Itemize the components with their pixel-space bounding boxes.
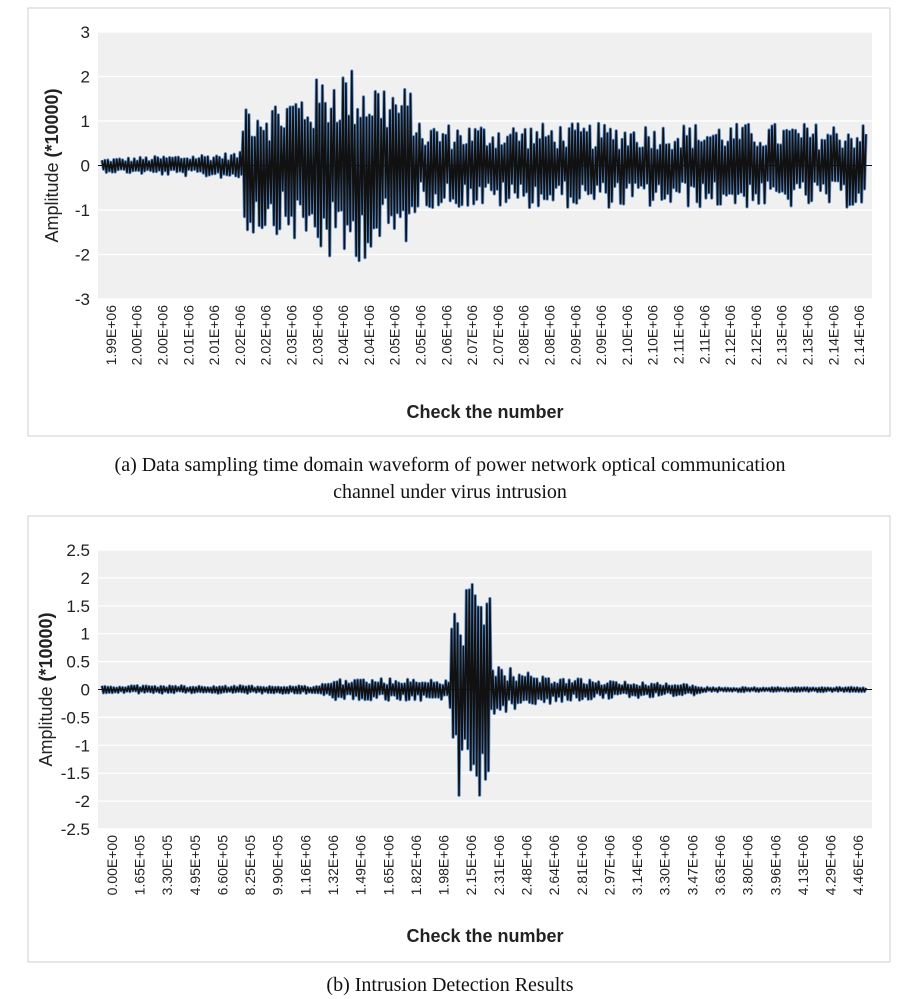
x-tick-label: 1.98E+06: [436, 835, 452, 896]
x-tick-label: 2.10E+06: [619, 305, 635, 366]
x-tick-label: 9.90E+05: [270, 835, 286, 896]
x-tick-label: 2.97E+06: [601, 835, 617, 896]
x-tick-label: 2.64E+06: [546, 835, 562, 896]
y-tick-label: -0.5: [61, 708, 90, 727]
x-tick-label: 2.13E+06: [800, 305, 816, 366]
x-tick-label: 2.07E+06: [490, 305, 506, 366]
x-tick-label: 3.96E+06: [767, 835, 783, 896]
x-tick-label: 3.63E+06: [712, 835, 728, 896]
y-tick-label: 2.5: [66, 541, 90, 560]
x-tick-label: 2.12E+06: [722, 305, 738, 366]
x-tick-label: 1.65E+06: [380, 835, 396, 896]
y-tick-label: 3: [81, 23, 90, 42]
x-tick-label: 2.04E+06: [335, 305, 351, 366]
waveform-series: [101, 70, 867, 262]
chart-panel-b: 2.5 2 1.5 1 0.5 0 -0.5 -1 -1.5 -2 -2.5 0.00E+00 1.65…: [0, 500, 900, 998]
waveform-series: [101, 583, 867, 797]
x-tick-label: 2.03E+06: [309, 305, 325, 366]
x-tick-label: 3.47E+06: [684, 835, 700, 896]
x-tick-label: 3.30E+06: [657, 835, 673, 896]
x-axis-label: Check the number: [406, 926, 563, 946]
chart-border: [27, 515, 891, 963]
y-tick-label: 0: [81, 681, 90, 700]
caption-a-line2: channel under virus intrusion: [333, 481, 567, 503]
x-tick-label: 2.06E+06: [438, 305, 454, 366]
x-tick-label: 2.00E+06: [155, 305, 171, 366]
y-tick-label: 1: [81, 112, 90, 131]
x-tick-label: 3.80E+06: [740, 835, 756, 896]
x-tick-label: 2.01E+06: [180, 305, 196, 366]
y-tick-label: -1: [75, 736, 90, 755]
x-tick-label: 2.07E+06: [464, 305, 480, 366]
y-axis-label: Amplitude (*10000): [42, 88, 62, 242]
x-tick-label: 4.95E+05: [187, 835, 203, 896]
y-tick-label: 1.5: [66, 597, 90, 616]
y-axis-label-main: Amplitude: [36, 682, 56, 767]
x-tick-label: 2.48E+06: [518, 835, 534, 896]
y-tick-label: 2: [81, 68, 90, 87]
x-tick-label: 2.11E+06: [696, 305, 712, 365]
x-tick-label: 2.04E+06: [361, 305, 377, 366]
x-tick-label: 2.09E+06: [593, 305, 609, 366]
x-tick-label: 1.82E+06: [408, 835, 424, 896]
x-tick-label: 2.03E+06: [284, 305, 300, 366]
x-tick-label: 4.46E+06: [850, 835, 866, 896]
caption-b: (b) Intrusion Detection Results: [326, 974, 574, 996]
x-tick-label: 2.00E+06: [129, 305, 145, 366]
x-axis-label: Check the number: [406, 402, 563, 422]
x-tick-label: 1.99E+06: [103, 305, 119, 366]
x-tick-label: 4.29E+06: [823, 835, 839, 896]
x-tick-label: 2.02E+06: [232, 305, 248, 366]
x-tick-label: 1.32E+06: [325, 835, 341, 896]
y-tick-label: -2: [75, 792, 90, 811]
chart-b: 2.5 2 1.5 1 0.5 0 -0.5 -1 -1.5 -2 -2.5 0.00E+00 1.65…: [27, 515, 891, 963]
chart-a: 3 2 1 0 -1 -2 -3 1.99E+06 2.00E+06 2.00E+06 2.01E+…: [27, 7, 891, 437]
x-tick-label: 1.49E+06: [353, 835, 369, 896]
x-tick-label: 1.16E+06: [297, 835, 313, 896]
x-tick-label: 2.08E+06: [516, 305, 532, 366]
y-axis-label: Amplitude (*10000): [36, 612, 56, 766]
x-tick-label: 2.01E+06: [206, 305, 222, 366]
x-tick-label: 2.10E+06: [645, 305, 661, 366]
y-tick-label: -1.5: [61, 764, 90, 783]
x-tick-label: 8.25E+05: [242, 835, 258, 896]
x-tick-label: 2.81E+06: [574, 835, 590, 896]
x-tick-label: 2.11E+06: [671, 305, 687, 365]
y-tick-label: -1: [75, 201, 90, 220]
y-tick-label: 2: [81, 569, 90, 588]
y-axis-label-unit: (*10000): [36, 612, 56, 681]
caption-a-line1: (a) Data sampling time domain waveform o…: [114, 454, 786, 476]
x-tick-label: 2.14E+06: [851, 305, 867, 366]
y-tick-label: -3: [75, 290, 90, 309]
x-tick-label: 2.05E+06: [413, 305, 429, 366]
x-tick-label: 2.13E+06: [774, 305, 790, 366]
y-axis-label-main: Amplitude: [42, 158, 62, 243]
x-tick-label: 2.12E+06: [748, 305, 764, 366]
x-tick-label: 2.15E+06: [463, 835, 479, 896]
x-tick-label: 2.02E+06: [258, 305, 274, 366]
y-tick-label: -2.5: [61, 820, 90, 839]
chart-panel-a: 3 2 1 0 -1 -2 -3 1.99E+06 2.00E+06 2.00E+06 2.01E+…: [0, 0, 900, 503]
x-tick-label: 3.30E+05: [159, 835, 175, 896]
y-tick-label: 1: [81, 625, 90, 644]
x-tick-label: 2.31E+06: [491, 835, 507, 896]
chart-border: [27, 7, 891, 437]
x-tick-label: 0.00E+00: [104, 835, 120, 896]
y-axis-label-unit: (*10000): [42, 88, 62, 157]
y-tick-label: -2: [75, 246, 90, 265]
x-tick-label: 2.09E+06: [567, 305, 583, 366]
x-tick-label: 2.08E+06: [542, 305, 558, 366]
y-tick-label: 0.5: [66, 653, 90, 672]
x-tick-label: 4.13E+06: [795, 835, 811, 896]
x-tick-label: 3.14E+06: [629, 835, 645, 896]
x-tick-label: 2.05E+06: [387, 305, 403, 366]
y-tick-label: 0: [81, 157, 90, 176]
x-tick-label: 6.60E+05: [214, 835, 230, 896]
x-tick-label: 1.65E+05: [131, 835, 147, 896]
x-tick-label: 2.14E+06: [825, 305, 841, 366]
